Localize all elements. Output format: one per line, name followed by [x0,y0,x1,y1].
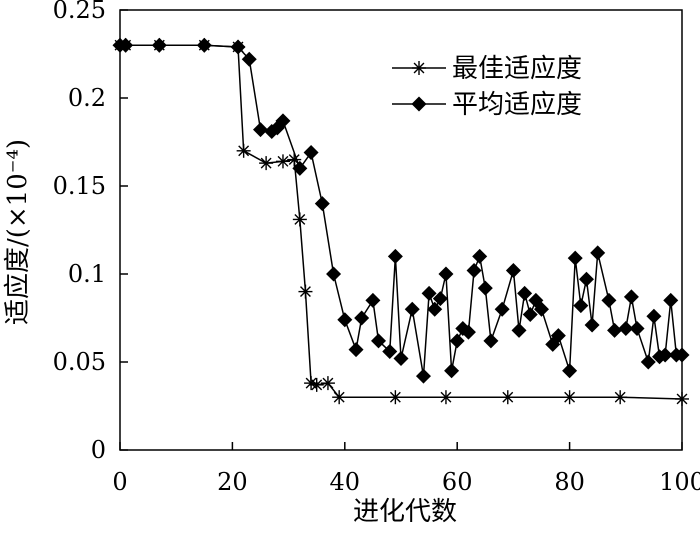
diamond-marker [640,354,656,370]
diamond-marker [444,363,460,379]
legend-label-avg: 平均适应度 [452,90,582,120]
diamond-marker [646,308,662,324]
diamond-marker [421,285,437,301]
diamond-marker [348,342,364,358]
diamond-marker [534,301,549,317]
diamond-marker [601,292,617,308]
diamond-marker [511,322,527,338]
asterisk-marker [275,154,290,169]
diamond-marker [449,333,465,349]
diamond-marker [303,145,319,161]
diamond-marker [522,306,538,322]
diamond-marker [438,266,454,282]
asterisk-marker [388,390,403,405]
y-tick-label: 0.1 [68,260,106,288]
diamond-marker [674,347,690,363]
diamond-marker [432,291,448,307]
x-tick-label: 0 [112,468,127,496]
diamond-marker [427,301,443,317]
x-tick-label: 20 [217,468,248,496]
y-tick-label: 0.05 [53,348,106,376]
asterisk-marker [298,284,313,299]
asterisk-marker [236,143,251,158]
x-tick-label: 60 [442,468,473,496]
diamond-marker [477,280,493,296]
asterisk-marker [304,376,319,391]
diamond-marker [354,310,370,326]
diamond-marker [275,113,291,129]
asterisk-marker [500,390,515,405]
diamond-marker [151,37,167,53]
diamond-marker [365,292,381,308]
asterisk-marker [438,390,453,405]
diamond-marker [118,37,134,53]
diamond-marker [629,321,645,337]
x-tick-label: 80 [554,468,585,496]
asterisk-marker [412,61,426,75]
diamond-marker [623,289,639,305]
legend-asterisk-marker [412,61,426,75]
diamond-marker [578,271,594,287]
diamond-marker [253,122,268,138]
diamond-marker [371,333,387,349]
y-axis-title: 适应度/(×10⁻⁴) [3,139,33,325]
diamond-marker [618,321,634,337]
diamond-marker [573,298,589,314]
asterisk-marker [613,390,628,405]
diamond-marker [337,312,353,328]
diamond-marker [494,301,510,317]
y-tick-label: 0.25 [53,0,106,24]
diamond-marker [472,248,488,264]
y-tick-label: 0.2 [68,84,106,112]
diamond-marker [393,350,409,366]
diamond-marker [466,262,482,278]
legend-diamond-marker [411,96,427,112]
diamond-marker [663,292,679,308]
axis-ticks [119,9,683,451]
diamond-marker [196,37,212,53]
diamond-marker [382,343,398,359]
x-axis-title: 进化代数 [353,497,457,527]
diamond-marker [460,324,476,340]
asterisk-marker [562,390,577,405]
diamond-marker [590,245,606,261]
diamond-marker [550,328,566,344]
diamond-marker [415,368,431,384]
series-average [112,37,690,384]
asterisk-marker [292,212,307,227]
diamond-marker [241,51,257,67]
diamond-marker [404,301,420,317]
asterisk-marker [320,376,335,391]
diamond-marker [567,250,583,266]
diamond-marker [505,262,521,278]
diamond-marker [607,322,623,338]
plot-frame [119,9,683,451]
y-tick-label: 0 [91,436,106,464]
diamond-marker [517,285,533,301]
diamond-marker [411,96,427,112]
diamond-marker [562,363,578,379]
asterisk-marker [332,390,347,405]
x-tick-label: 40 [330,468,361,496]
series-layer [112,37,690,406]
diamond-marker [584,317,600,333]
diamond-marker [657,347,673,363]
x-tick-label: 100 [659,468,700,496]
legend-label-best: 最佳适应度 [452,54,582,84]
asterisk-marker [259,156,274,171]
diamond-marker [230,39,246,55]
x-tick-labels: 0 20 40 60 80 100 [112,468,700,496]
asterisk-marker [309,377,324,392]
asterisk-marker [675,391,689,406]
y-tick-labels: 0 0.05 0.1 0.15 0.2 0.25 [53,0,106,464]
y-tick-label: 0.15 [53,172,106,200]
legend: 最佳适应度 平均适应度 [392,54,582,120]
diamond-marker [326,266,342,282]
diamond-marker [314,196,330,212]
diamond-marker [483,333,499,349]
diamond-marker [387,248,403,264]
diamond-marker [292,160,308,176]
